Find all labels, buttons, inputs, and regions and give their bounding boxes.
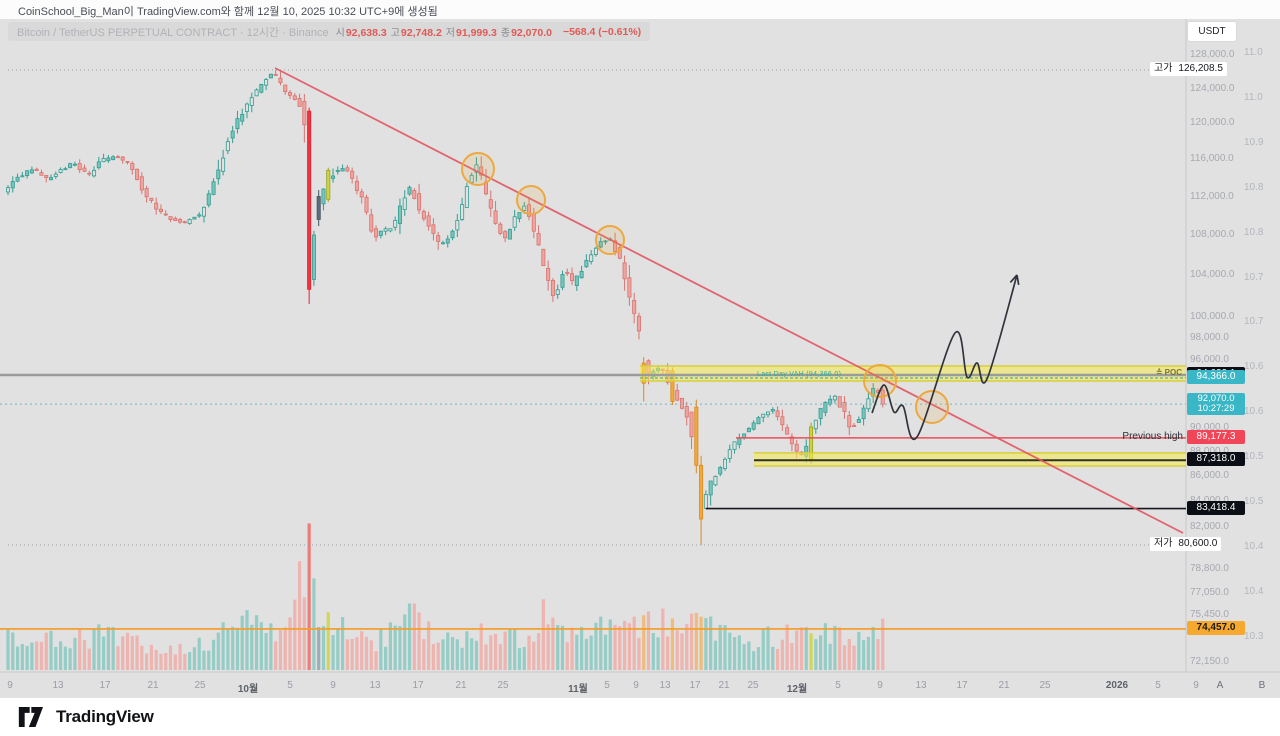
footer: TradingView: [0, 698, 1280, 736]
descending-trendline: [274, 67, 1184, 534]
brand-name: TradingView: [56, 707, 154, 726]
tradingview-logo[interactable]: [18, 705, 48, 729]
supply-zone-upper: [640, 365, 1186, 381]
scale-button-a[interactable]: A: [1216, 680, 1224, 691]
ohlc-close: 92,070.0: [511, 27, 552, 39]
projection-path: [871, 274, 1018, 441]
vah-text: Last Day VAH (94,366.0): [757, 371, 842, 378]
ohlc-open: 92,638.3: [345, 27, 387, 39]
highlight-circle: [863, 364, 897, 398]
ohlc-open-label: 시: [335, 28, 345, 39]
projection-arrowhead: [1009, 274, 1018, 284]
change-value: −568.4 (−0.61%): [562, 25, 642, 38]
legend: Bitcoin / TetherUS PERPETUAL CONTRACT · …: [8, 22, 651, 41]
highlight-circle: [461, 152, 495, 186]
highlight-circle: [595, 225, 625, 255]
currency-button[interactable]: USDT: [1188, 22, 1236, 41]
ohlc-high: 92,748.2: [400, 27, 442, 39]
volume-pane: [6, 523, 885, 670]
previous-high-text: Previous high: [1122, 431, 1183, 442]
ohlc-low: 91,999.3: [456, 27, 497, 39]
ohlc-low-label: 저: [445, 28, 455, 39]
highlight-circle: [516, 185, 546, 215]
poc-text: ≙ POC: [1155, 368, 1182, 377]
scale-button-b[interactable]: B: [1258, 680, 1266, 691]
candles: [6, 70, 885, 545]
attribution-bar: CoinSchool_Big_Man이 TradingView.com와 함께 …: [0, 0, 1280, 19]
ohlc-values: 시92,638.3 고92,748.2 저91,999.3 종92,070.0: [336, 24, 556, 39]
projection-arrowhead: [1016, 274, 1020, 286]
ohlc-high-label: 고: [390, 28, 400, 39]
attribution-text: CoinSchool_Big_Man이 TradingView.com와 함께 …: [18, 6, 438, 18]
highlight-circle: [915, 390, 949, 424]
ohlc-close-label: 종: [500, 28, 511, 39]
symbol-title[interactable]: Bitcoin / TetherUS PERPETUAL CONTRACT · …: [17, 26, 329, 39]
